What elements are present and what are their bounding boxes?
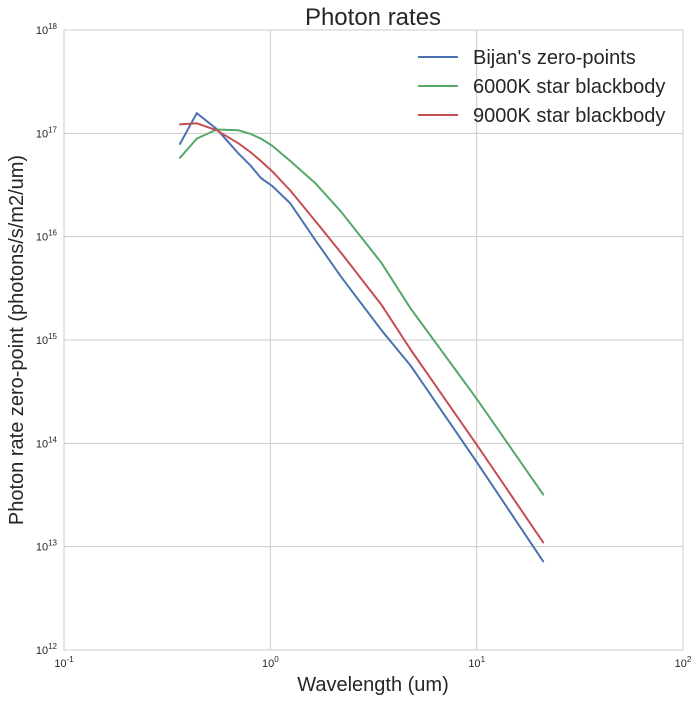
legend-entry-label: 9000K star blackbody: [473, 105, 665, 127]
legend: Bijan's zero-points 6000K star blackbody 9…: [418, 47, 665, 127]
y-tick-label: 1017: [36, 125, 58, 140]
y-tick-label: 1014: [36, 435, 58, 450]
y-axis-label: Photon rate zero-point (photons/s/m2/um): [6, 155, 28, 525]
series-lines: [179, 112, 545, 563]
y-tick-label: 1013: [36, 539, 58, 554]
y-tick-label: 1016: [36, 229, 58, 244]
y-tick-label: 1012: [36, 642, 58, 657]
x-tick-label: 102: [675, 655, 692, 670]
series-line-2: [179, 128, 545, 496]
series-line-3: [179, 122, 545, 544]
x-tick-label: 100: [262, 655, 279, 670]
chart-title: Photon rates: [305, 4, 441, 31]
x-tick-label: 10-1: [54, 655, 74, 670]
y-tick-label: 1018: [36, 22, 58, 37]
x-tick-label: 101: [468, 655, 485, 670]
plot-frame: [63, 29, 684, 651]
series-line-1: [179, 112, 545, 563]
legend-entry-label: 6000K star blackbody: [473, 76, 665, 98]
y-tick-label: 1015: [36, 332, 58, 347]
x-tick-labels: 10-1 100 101 102: [54, 655, 692, 670]
legend-entry-label: Bijan's zero-points: [473, 47, 636, 69]
x-axis-label: Wavelength (um): [297, 674, 449, 696]
y-tick-labels: 1012 1013 1014 1015 1016 1017 1018: [36, 22, 58, 657]
